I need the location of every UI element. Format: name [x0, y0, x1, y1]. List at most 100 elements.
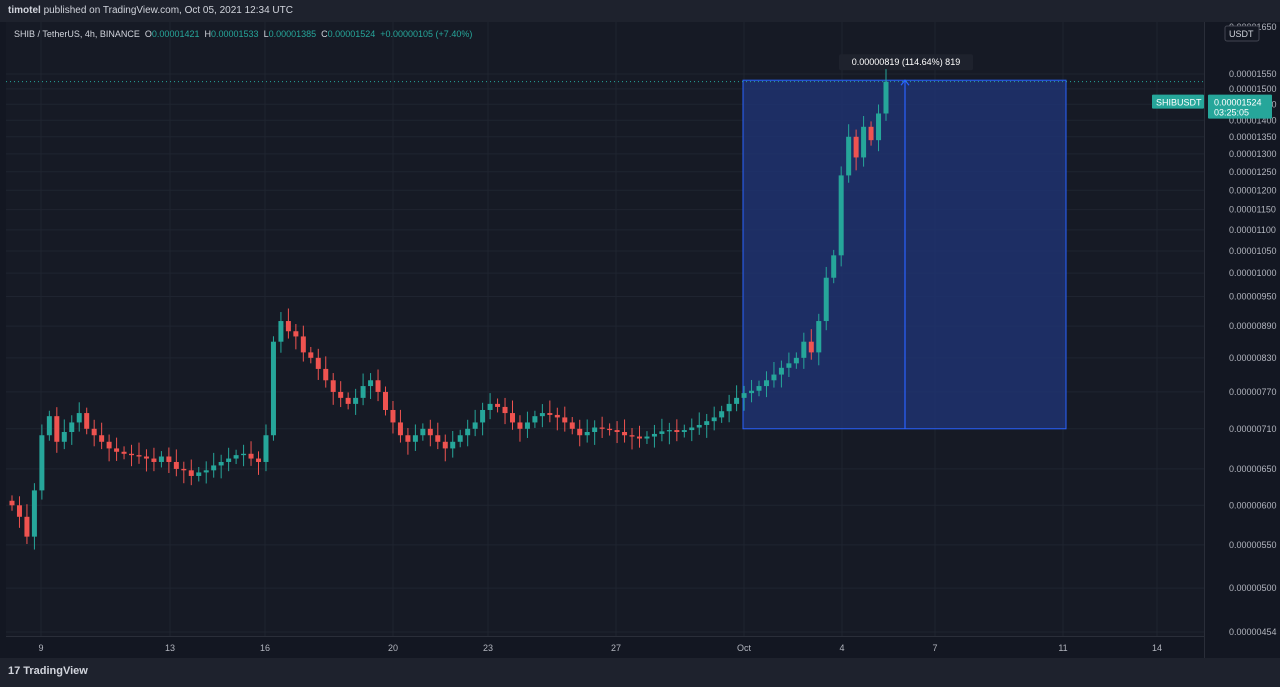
candle-body — [838, 175, 844, 256]
candle-body — [801, 341, 807, 358]
candle-body — [143, 456, 149, 459]
candle-body — [539, 413, 545, 417]
candle-body — [517, 422, 523, 429]
candle-body — [495, 403, 501, 407]
candle-body — [330, 380, 336, 392]
time-tick-label: 27 — [611, 643, 621, 653]
candle-body — [734, 397, 740, 404]
candle-body — [323, 368, 329, 381]
candle-body — [778, 367, 784, 375]
candle-body — [577, 428, 583, 436]
candle-body — [158, 456, 164, 462]
time-tick-label: 9 — [38, 643, 43, 653]
candle-body — [584, 432, 590, 436]
candle-body — [84, 413, 90, 429]
candle-body — [771, 374, 777, 381]
price-tick-label: 0.00001200 — [1229, 185, 1277, 195]
brand-name: TradingView — [23, 665, 88, 677]
candle-body — [749, 390, 755, 394]
candle-body — [136, 455, 142, 457]
candle-body — [54, 416, 60, 442]
legend-close-label: C — [321, 29, 328, 39]
time-tick-label: 16 — [260, 643, 270, 653]
measure-arrow-head — [900, 79, 910, 86]
tradingview-logo[interactable]: 17 TradingView — [8, 665, 88, 677]
candle-body — [203, 470, 209, 473]
candle-body — [173, 461, 179, 469]
price-tick-label: 0.00000600 — [1229, 500, 1277, 510]
candle-body — [487, 403, 493, 410]
candle-body — [300, 336, 306, 353]
chart-pane[interactable]: 0.00000819 (114.64%) 819 — [6, 22, 1204, 636]
candle-body — [256, 458, 262, 462]
candle-body — [121, 451, 127, 454]
candle-body — [614, 430, 620, 433]
candle-body — [607, 428, 613, 431]
candle-body — [457, 435, 463, 442]
candle-body — [353, 397, 359, 404]
candle-body — [218, 461, 224, 466]
candle-body — [509, 413, 515, 423]
time-tick-label: 13 — [165, 643, 175, 653]
candle-body — [368, 380, 374, 387]
symbol-tag-label: SHIBUSDT — [1156, 98, 1202, 108]
candle-body — [861, 126, 867, 158]
price-axis-labels: 0.000015500.000015000.000014500.00001400… — [1152, 22, 1277, 637]
candle-body — [599, 427, 605, 429]
candle-body — [831, 255, 837, 278]
time-axis[interactable]: 9 13 16 20 23 27 Oct 4 7 11 14 — [6, 636, 1204, 658]
candle-body — [16, 505, 22, 517]
symbol-price-tag — [1152, 94, 1204, 109]
candle-body — [816, 321, 822, 353]
candle-body — [711, 417, 717, 422]
price-tick-label: 0.00001150 — [1229, 205, 1276, 215]
candle-body — [659, 431, 665, 434]
legend-low-value: 0.00001385 — [268, 29, 317, 39]
price-tick-label: 0.00001050 — [1229, 246, 1277, 256]
price-chart[interactable]: 0.00000819 (114.64%) 819 — [6, 22, 1204, 636]
price-tick-label: 0.00000550 — [1229, 540, 1277, 550]
candle-body — [293, 331, 299, 337]
price-axis[interactable]: 0.000015500.000015000.000014500.00001400… — [1152, 22, 1280, 658]
candle-body — [786, 363, 792, 368]
candle-body — [450, 441, 456, 449]
footer-bar: 17 TradingView — [0, 658, 1280, 687]
candle-body — [188, 470, 194, 476]
candle-body — [46, 416, 52, 436]
time-tick-label: 11 — [1058, 643, 1067, 653]
candle-body — [644, 436, 650, 439]
price-tick-label: 0.00001000 — [1229, 268, 1277, 278]
legend-open-label: O — [144, 29, 152, 39]
price-tick-label: 0.00000890 — [1229, 321, 1277, 331]
candle-body — [405, 435, 411, 442]
candle-body — [876, 113, 882, 141]
candle-body — [285, 321, 291, 332]
candle-body — [502, 406, 508, 414]
time-axis-labels: 9 13 16 20 23 27 Oct 4 7 11 14 — [38, 643, 1162, 653]
candle-body — [696, 424, 702, 428]
candle-body — [390, 409, 396, 423]
candle-body — [756, 386, 762, 391]
candle-body — [166, 456, 172, 462]
candle-body — [76, 413, 82, 423]
candle-body — [9, 500, 15, 506]
current-price-tag — [1208, 94, 1272, 119]
legend-high-value: 0.00001533 — [211, 29, 259, 39]
candle-body — [420, 428, 426, 436]
candle-body — [465, 428, 471, 436]
time-tick-label: 20 — [388, 643, 398, 653]
candle-body — [846, 136, 852, 176]
candle-body — [622, 432, 628, 436]
price-tick-label: 0.00001300 — [1229, 149, 1277, 159]
candle-body — [629, 435, 635, 437]
current-price-value: 0.00001524 — [1214, 98, 1262, 108]
candle-body — [241, 453, 247, 456]
legend-symbol: SHIB / TetherUS, 4h, BINANCE — [14, 29, 140, 39]
legend-high-label: H — [204, 29, 212, 39]
legend-change: +0.00000105 (+7.40%) — [380, 29, 473, 39]
candle-body — [592, 427, 598, 433]
price-tick-label: 0.00000950 — [1229, 291, 1277, 301]
candle-body — [129, 453, 135, 456]
tradingview-icon: 17 — [8, 665, 21, 677]
candle-body — [480, 409, 486, 423]
